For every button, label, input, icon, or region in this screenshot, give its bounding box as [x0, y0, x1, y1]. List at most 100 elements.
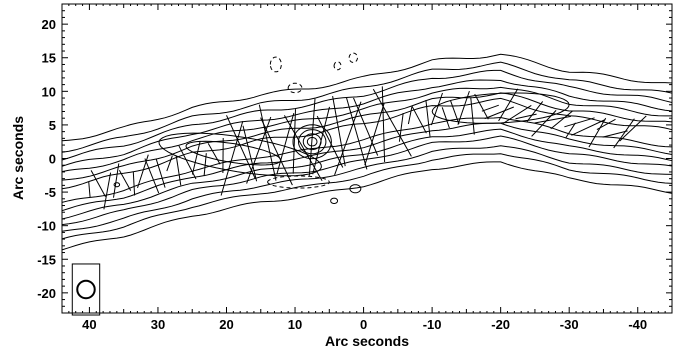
polarization-vector: [470, 97, 475, 135]
polarization-vector: [474, 93, 489, 120]
tick-layer: [61, 3, 673, 314]
polarization-vector: [441, 107, 450, 129]
jet-contour: [61, 69, 673, 232]
polarization-vector: [132, 171, 136, 196]
polarization-vector: [450, 100, 460, 125]
polarization-vector: [372, 88, 412, 157]
tick-label-layer: 40 30 20 10 0 -10 -20 -30 -40 20 15 10 5 0 -5 -10 -15 -20: [37, 17, 647, 332]
x-tick-label: 20: [219, 317, 233, 332]
isolated-contour: [349, 184, 362, 194]
y-tick-label: -15: [37, 252, 56, 267]
polarization-vector: [484, 106, 514, 120]
polarization-vector: [332, 96, 346, 167]
polarization-vector: [203, 153, 207, 177]
negative-contour: [267, 175, 330, 189]
polarization-vector: [353, 97, 379, 156]
x-tick-label: 0: [360, 317, 367, 332]
polarization-vector: [531, 110, 557, 137]
polarization-vector: [502, 104, 532, 125]
polarization-vector: [258, 104, 277, 181]
polarization-vector-layer: [88, 86, 647, 210]
polarization-vector: [515, 113, 537, 120]
core-contour: [292, 124, 332, 160]
polarization-vector: [292, 109, 296, 174]
negative-contour: [287, 82, 303, 94]
x-axis-label: Arc seconds: [325, 333, 409, 349]
x-tick-label: -10: [423, 317, 442, 332]
polarization-vector: [381, 86, 386, 163]
x-tick-label: 10: [288, 317, 302, 332]
polarization-vector: [103, 172, 112, 210]
beam-ellipse: [76, 279, 96, 300]
core-contour: [306, 137, 318, 147]
polarization-vector: [334, 101, 362, 176]
inner-contour: [431, 92, 570, 124]
polarization-vector: [346, 97, 368, 170]
polarization-vector: [588, 117, 607, 148]
polarization-vector: [613, 118, 635, 149]
polarization-vector: [457, 90, 470, 125]
polarization-vector: [596, 118, 616, 131]
polarization-vector: [564, 117, 595, 128]
polarization-vector: [364, 103, 385, 166]
polarization-vector: [550, 110, 573, 130]
polarization-vector: [565, 122, 576, 139]
polarization-vector: [407, 106, 413, 125]
polarization-vector: [283, 115, 323, 182]
y-axis-label: Arc seconds: [10, 116, 26, 200]
polarization-vector: [166, 155, 173, 172]
polarization-vector: [316, 115, 344, 168]
negative-contour: [269, 56, 282, 73]
contour-layer: [61, 52, 673, 251]
jet-contour: [61, 97, 673, 203]
polarization-vector: [398, 113, 404, 142]
polarization-vector: [246, 116, 272, 184]
polarization-vector: [220, 120, 244, 196]
polarization-vector: [118, 169, 132, 191]
polarization-vector: [312, 106, 330, 175]
polarization-vector: [175, 155, 182, 186]
x-tick-label: 30: [151, 317, 165, 332]
jet-contour: [61, 61, 673, 240]
inner-contour: [158, 132, 322, 177]
polarization-vector: [137, 154, 149, 189]
polarization-vector: [430, 92, 443, 126]
polarization-vector: [144, 158, 160, 194]
polarization-vector: [619, 115, 647, 142]
beam-box: [71, 263, 101, 316]
y-tick-label: -5: [44, 185, 56, 200]
y-tick-label: 15: [42, 51, 56, 66]
polarization-vector: [90, 170, 106, 197]
y-tick-label: 0: [49, 152, 56, 167]
negative-contour: [348, 52, 358, 63]
polarization-vector: [191, 140, 201, 175]
polarization-vector: [242, 125, 258, 182]
polarization-vector: [308, 98, 316, 176]
y-tick-label: 5: [49, 118, 56, 133]
polarization-vector: [526, 101, 544, 122]
polarization-vector: [498, 88, 519, 122]
polarization-vector: [207, 143, 221, 165]
polarization-vector: [571, 119, 606, 136]
polarization-vector: [260, 117, 293, 186]
y-tick-label: -10: [37, 219, 56, 234]
polarization-vector: [276, 112, 295, 174]
polarization-vector: [425, 100, 431, 138]
polarization-vector: [226, 115, 256, 180]
beam-layer: [71, 263, 101, 316]
y-tick-label: -20: [37, 286, 56, 301]
polarization-vector: [602, 130, 628, 138]
polarization-vector: [88, 181, 91, 198]
jet-contour: [61, 53, 673, 251]
polarization-vector: [113, 163, 120, 198]
y-tick-label: 20: [42, 17, 56, 32]
x-tick-label: -20: [491, 317, 510, 332]
y-tick-label: 10: [42, 84, 56, 99]
polarization-vector: [481, 104, 499, 112]
polarization-vector: [155, 159, 166, 188]
x-tick-label: -40: [628, 317, 647, 332]
isolated-contour: [330, 197, 338, 204]
x-tick-label: -30: [560, 317, 579, 332]
polarization-vector: [411, 105, 427, 134]
